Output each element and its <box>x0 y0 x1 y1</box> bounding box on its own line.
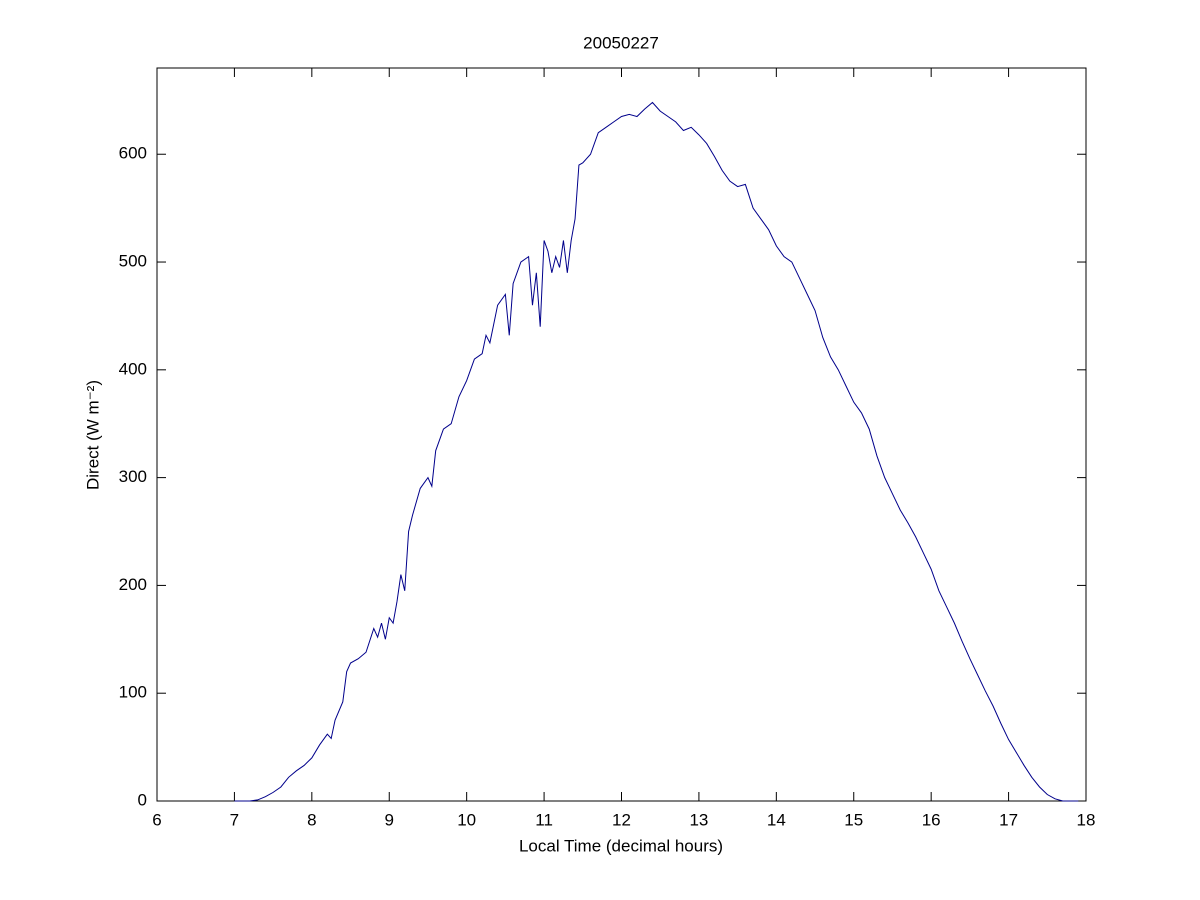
data-line <box>234 101 1079 802</box>
y-tick-label: 0 <box>138 790 147 809</box>
y-tick-label: 300 <box>119 467 147 486</box>
x-tick-label: 6 <box>152 810 161 829</box>
y-tick-label: 600 <box>119 144 147 163</box>
chart-title: 20050227 <box>583 33 659 52</box>
x-tick-label: 10 <box>457 810 476 829</box>
y-tick-label: 100 <box>119 683 147 702</box>
y-axis-label: Direct (W m⁻²) <box>83 380 102 490</box>
y-tick-label: 200 <box>119 575 147 594</box>
x-tick-label: 8 <box>307 810 316 829</box>
x-tick-label: 7 <box>230 810 239 829</box>
x-tick-label: 16 <box>922 810 941 829</box>
y-tick-label: 400 <box>119 359 147 378</box>
x-tick-label: 14 <box>767 810 786 829</box>
x-tick-label: 13 <box>689 810 708 829</box>
x-axis-label: Local Time (decimal hours) <box>519 836 723 855</box>
plot-area <box>156 67 1087 802</box>
x-tick-label: 15 <box>844 810 863 829</box>
x-tick-label: 12 <box>612 810 631 829</box>
x-tick-label: 11 <box>535 810 553 829</box>
x-tick-label: 9 <box>385 810 394 829</box>
y-tick-label: 500 <box>119 252 147 271</box>
x-tick-label: 17 <box>999 810 1018 829</box>
x-tick-label: 18 <box>1077 810 1096 829</box>
